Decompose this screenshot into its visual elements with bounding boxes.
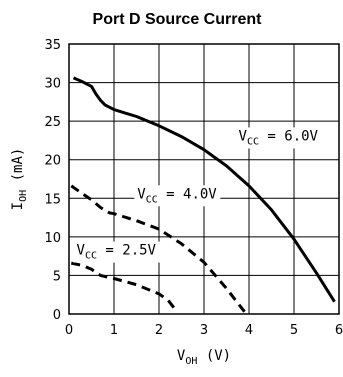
x-tick-label-6: 6 bbox=[335, 323, 343, 338]
label-vcc-6v: VCC = 6.0V bbox=[235, 127, 322, 149]
label-vcc-6v-main: V bbox=[239, 128, 248, 144]
y-tick-label-7: 35 bbox=[44, 38, 61, 53]
label-vcc-4v-sub: CC bbox=[146, 194, 158, 205]
curve-vcc-2-5v bbox=[70, 261, 179, 313]
label-vcc-2-5v-text: VCC = 2.5V bbox=[77, 243, 157, 262]
curves bbox=[70, 76, 336, 313]
label-vcc-6v-background bbox=[235, 127, 322, 149]
label-vcc-2-5v: VCC = 2.5V bbox=[73, 241, 160, 263]
y-tick-label-2: 10 bbox=[44, 231, 61, 246]
plot-frame bbox=[68, 43, 340, 315]
y-axis-label-sub: OH bbox=[18, 190, 29, 202]
y-axis-label: IOH (mA) bbox=[10, 148, 29, 211]
x-axis-label-main: V bbox=[177, 348, 186, 364]
label-vcc-4v: VCC = 4.0V bbox=[134, 185, 221, 207]
y-tick-label-6: 30 bbox=[44, 77, 61, 92]
y-axis-label-unit: (mA) bbox=[10, 148, 26, 182]
y-tick-label-5: 25 bbox=[44, 115, 61, 130]
x-axis-label-space bbox=[197, 348, 205, 364]
label-vcc-6v-text: VCC = 6.0V bbox=[239, 128, 319, 147]
label-vcc-4v-main: V bbox=[137, 186, 146, 202]
x-axis-label-sub: OH bbox=[185, 356, 197, 367]
label-vcc-4v-text: VCC = 4.0V bbox=[137, 186, 217, 205]
curve-vcc-6v bbox=[72, 76, 336, 303]
x-tick-label-1: 1 bbox=[110, 323, 118, 338]
x-axis-label: VOH (V) bbox=[177, 348, 231, 367]
curve-vcc-4v bbox=[70, 184, 246, 313]
y-axis-label-space bbox=[10, 181, 26, 189]
x-tick-label-5: 5 bbox=[290, 323, 298, 338]
label-vcc-4v-value: = 4.0V bbox=[158, 186, 218, 202]
y-axis-label-main: I bbox=[10, 202, 26, 210]
y-tick-label-3: 15 bbox=[44, 192, 61, 207]
x-axis-label-unit: (V) bbox=[206, 348, 231, 364]
label-vcc-2-5v-background bbox=[73, 241, 160, 263]
y-tick-label-1: 5 bbox=[53, 269, 61, 284]
x-tick-label-2: 2 bbox=[155, 323, 163, 338]
y-tick-label-0: 0 bbox=[53, 308, 61, 323]
label-vcc-6v-value: = 6.0V bbox=[259, 128, 319, 144]
tick-labels: 0 1 2 3 4 5 6 0 5 10 15 20 25 30 35 bbox=[44, 38, 343, 338]
grid bbox=[69, 44, 339, 314]
label-vcc-2-5v-main: V bbox=[77, 243, 86, 259]
x-tick-label-3: 3 bbox=[200, 323, 208, 338]
y-tick-label-4: 20 bbox=[44, 154, 61, 169]
label-vcc-6v-sub: CC bbox=[247, 136, 259, 147]
label-vcc-4v-background bbox=[134, 185, 221, 207]
x-tick-label-4: 4 bbox=[245, 323, 253, 338]
x-tick-label-0: 0 bbox=[65, 323, 73, 338]
label-vcc-2-5v-sub: CC bbox=[85, 251, 97, 262]
chart-title: Port D Source Current bbox=[93, 11, 263, 28]
label-vcc-2-5v-value: = 2.5V bbox=[97, 243, 157, 259]
